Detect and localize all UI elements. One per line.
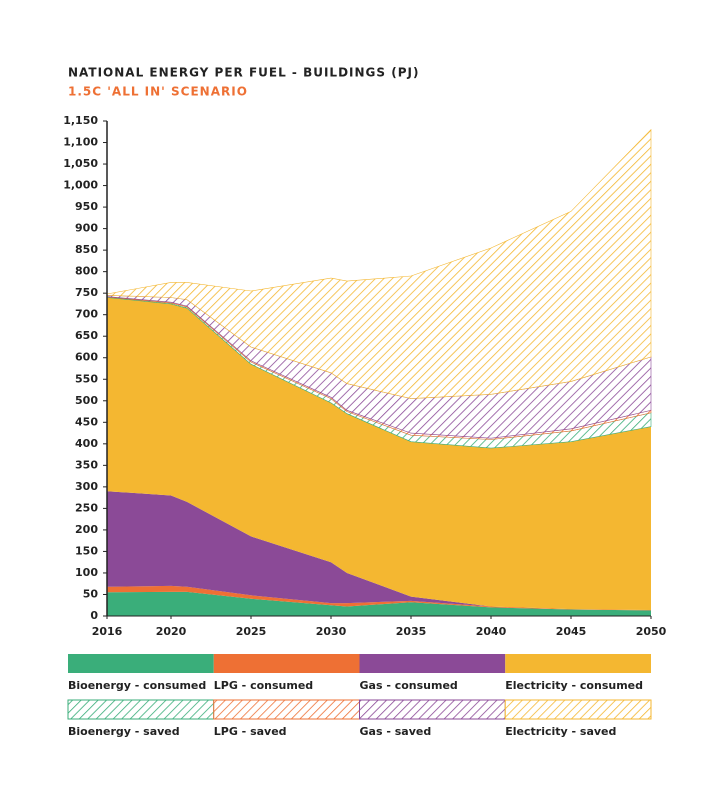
legend-swatch (68, 654, 214, 673)
y-tick-label: 600 (75, 351, 98, 364)
y-tick-label: 850 (75, 243, 98, 256)
legend-swatch (213, 699, 360, 720)
y-tick-label: 450 (75, 415, 98, 428)
chart-title: NATIONAL ENERGY PER FUEL - BUILDINGS (PJ… (68, 66, 419, 80)
legend-label: Gas - consumed (360, 679, 458, 692)
y-tick-label: 750 (75, 286, 98, 299)
area (107, 591, 651, 616)
legend-label: LPG - saved (214, 725, 287, 738)
area (107, 491, 651, 610)
x-tick-label: 2040 (476, 625, 507, 638)
y-tick-label: 300 (75, 480, 98, 493)
legend-label: Gas - saved (360, 725, 432, 738)
x-tick-label: 2020 (156, 625, 187, 638)
y-tick-label: 200 (75, 523, 98, 536)
x-tick-label: 2050 (636, 625, 667, 638)
y-tick-label: 1,000 (63, 179, 98, 192)
legend-swatch (359, 654, 506, 673)
legend-swatch (359, 699, 506, 720)
area (107, 297, 651, 610)
legend-swatch (505, 654, 651, 673)
y-tick-label: 1,050 (63, 157, 98, 170)
x-tick-label: 2045 (556, 625, 587, 638)
legend-swatch (67, 699, 215, 720)
x-tick-label: 2016 (92, 625, 123, 638)
legend-label: Electricity - saved (505, 725, 616, 738)
y-tick-label: 0 (90, 609, 98, 622)
y-tick-label: 1,100 (63, 136, 98, 149)
y-tick-label: 550 (75, 372, 98, 385)
y-tick-label: 500 (75, 394, 98, 407)
area (106, 128, 652, 399)
y-tick-label: 700 (75, 308, 98, 321)
legend-swatch (213, 654, 360, 673)
legend-swatch (504, 699, 652, 720)
legend-label: LPG - consumed (214, 679, 313, 692)
legend-label: Bioenergy - consumed (68, 679, 206, 692)
legend-label: Electricity - consumed (505, 679, 643, 692)
y-tick-label: 350 (75, 458, 98, 471)
y-tick-label: 1,150 (63, 114, 98, 127)
y-tick-label: 250 (75, 501, 98, 514)
y-tick-label: 950 (75, 200, 98, 213)
x-tick-label: 2025 (236, 625, 267, 638)
y-tick-label: 650 (75, 329, 98, 342)
area (107, 585, 651, 611)
y-tick-label: 100 (75, 566, 98, 579)
chart-subtitle: 1.5C 'ALL IN' SCENARIO (68, 85, 248, 99)
y-tick-label: 900 (75, 222, 98, 235)
x-tick-label: 2030 (316, 625, 347, 638)
y-tick-label: 50 (83, 587, 99, 600)
legend-label: Bioenergy - saved (68, 725, 180, 738)
x-tick-label: 2035 (396, 625, 427, 638)
y-tick-label: 800 (75, 265, 98, 278)
y-tick-label: 150 (75, 544, 98, 557)
y-tick-label: 400 (75, 437, 98, 450)
